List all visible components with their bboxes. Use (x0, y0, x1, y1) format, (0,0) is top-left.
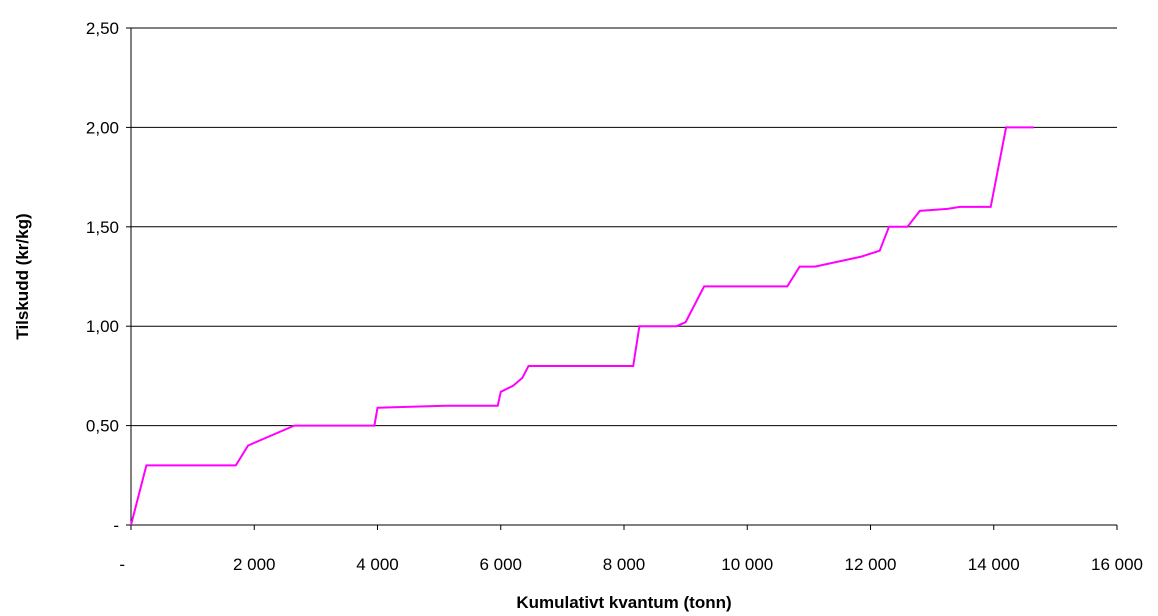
y-tick-label-5: 2,50 (86, 19, 119, 38)
x-tick-label-3: 6 000 (479, 555, 522, 574)
x-tick-label-1: 2 000 (233, 555, 276, 574)
y-tick-label-3: 1,50 (86, 218, 119, 237)
x-tick-label-8: 16 000 (1091, 555, 1143, 574)
x-tick-label-5: 10 000 (721, 555, 773, 574)
y-tick-label-1: 0,50 (86, 417, 119, 436)
gridlines (131, 27, 1117, 427)
x-tick-label-0: - (119, 555, 125, 574)
y-tick-label-2: 1,00 (86, 317, 119, 336)
x-tick-labels: - 2 000 4 000 6 000 8 000 10 000 12 000 14 000 1… (119, 555, 1143, 574)
x-tick-label-2: 4 000 (356, 555, 399, 574)
series-layer (130, 126, 1034, 526)
y-tick-label-0: - (113, 516, 119, 535)
x-tick-label-4: 8 000 (603, 555, 646, 574)
axes (126, 27, 1118, 530)
y-tick-labels: - 0,50 1,00 1,50 2,00 2,50 (86, 19, 119, 535)
y-tick-label-4: 2,00 (86, 118, 119, 137)
x-tick-label-6: 12 000 (845, 555, 897, 574)
y-axis-title: Tilskudd (kr/kg) (13, 213, 32, 339)
x-axis-title: Kumulativt kvantum (tonn) (516, 593, 731, 612)
series-line-0 (130, 126, 1034, 526)
x-tick-label-7: 14 000 (968, 555, 1020, 574)
